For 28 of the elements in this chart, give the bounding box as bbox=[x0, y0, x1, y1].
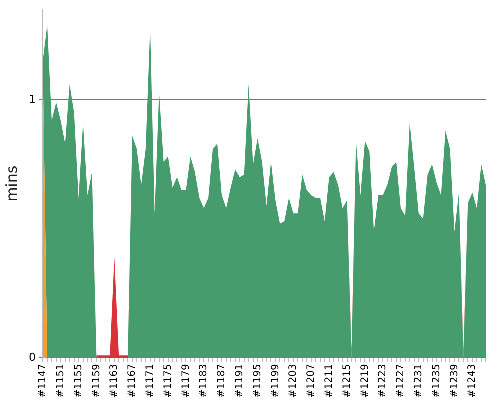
x-tick-label: #1191 bbox=[234, 364, 246, 398]
x-tick-label: #1171 bbox=[144, 364, 156, 398]
x-tick-label: #1187 bbox=[216, 364, 228, 398]
x-tick-label: #1183 bbox=[198, 364, 210, 398]
x-tick-label: #1199 bbox=[270, 364, 282, 398]
x-tick-label: #1235 bbox=[431, 364, 442, 398]
y-tick-label: 1 bbox=[29, 92, 36, 106]
x-tick-label: #1163 bbox=[109, 364, 120, 398]
y-tick-label: 0 bbox=[29, 351, 36, 364]
x-tick-label: #1239 bbox=[449, 364, 460, 398]
x-tick-label: #1231 bbox=[413, 364, 424, 398]
x-tick-label: #1159 bbox=[91, 364, 102, 398]
x-tick-label: #1215 bbox=[342, 364, 353, 398]
x-tick-label: #1211 bbox=[324, 364, 335, 398]
x-tick-label: #1147 bbox=[38, 364, 49, 398]
y-axis-title: mins bbox=[2, 166, 21, 202]
x-tick-label: #1175 bbox=[162, 364, 174, 398]
x-tick-label: #1227 bbox=[396, 364, 407, 398]
x-tick-label: #1155 bbox=[73, 364, 84, 398]
x-tick-label: #1203 bbox=[288, 364, 300, 398]
x-tick-label: #1195 bbox=[252, 364, 264, 398]
x-tick-label: #1223 bbox=[378, 364, 389, 398]
x-tick-label: #1167 bbox=[127, 364, 138, 398]
x-tick-label: #1219 bbox=[360, 364, 371, 398]
x-tick-label: #1179 bbox=[180, 364, 192, 398]
x-tick-label: #1243 bbox=[467, 364, 478, 398]
x-tick-label: #1207 bbox=[306, 364, 318, 398]
x-tick-label: #1151 bbox=[55, 364, 66, 398]
